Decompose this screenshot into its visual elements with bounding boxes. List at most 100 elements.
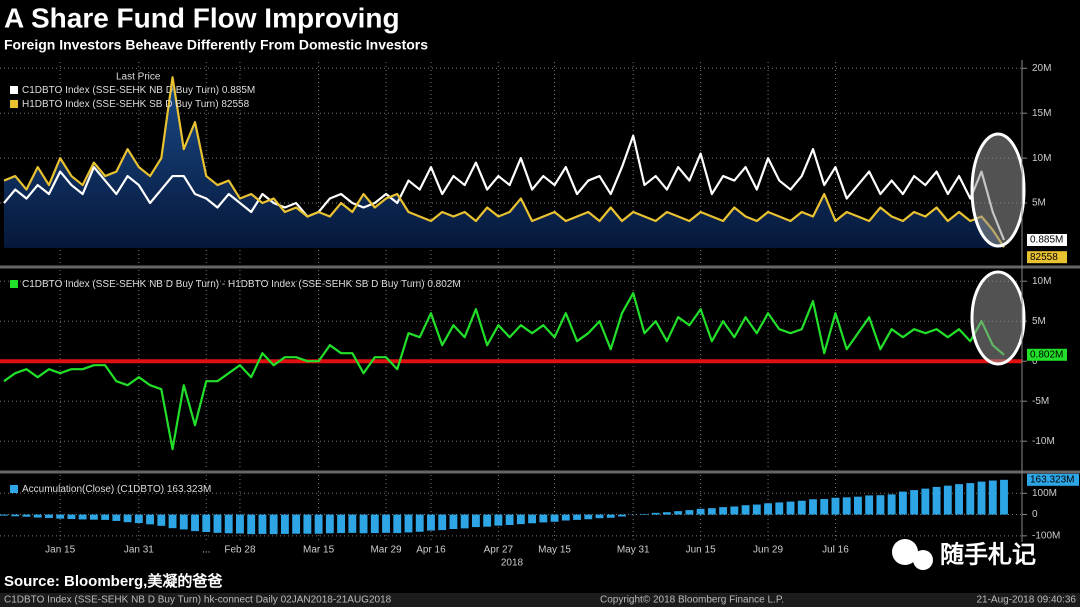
legend-name: H1DBTO Index (SSE-SEHK SB D Buy Turn) xyxy=(22,99,219,110)
x-tick-label: Jul 16 xyxy=(822,545,849,556)
last-value-label: 82558 xyxy=(1030,252,1058,263)
y-tick-label: 100M xyxy=(1032,488,1057,499)
legend-swatch xyxy=(10,280,18,288)
bar xyxy=(955,484,963,515)
bar xyxy=(910,490,919,515)
bar xyxy=(415,514,424,532)
bar xyxy=(595,514,604,519)
bar xyxy=(123,514,132,523)
bar xyxy=(460,514,469,529)
highlight-ellipse xyxy=(970,270,1026,366)
y-tick-label: 0 xyxy=(1032,509,1038,520)
bar xyxy=(584,514,593,520)
y-tick-label: 10M xyxy=(1032,153,1051,164)
bar xyxy=(359,514,368,534)
legend-entry: H1DBTO Index (SSE-SEHK SB D Buy Turn) 82… xyxy=(22,99,250,110)
bar xyxy=(966,483,975,515)
x-tick-label: ... xyxy=(202,545,210,556)
footer-center: Copyright© 2018 Bloomberg Finance L.P. xyxy=(600,595,784,606)
bar xyxy=(786,501,795,515)
last-value-tag xyxy=(1027,251,1067,264)
bar xyxy=(314,514,323,534)
bar xyxy=(134,514,143,524)
footer-left: C1DBTO Index (SSE-SEHK NB D Buy Turn) hk… xyxy=(4,595,392,606)
bar xyxy=(820,499,829,515)
bar xyxy=(887,494,896,515)
x-tick-label: Mar 15 xyxy=(303,545,335,556)
last-value-label: 0.802M xyxy=(1030,349,1063,360)
bar xyxy=(224,514,233,534)
x-tick-label: Jan 31 xyxy=(124,545,154,556)
plots: 5M 10M 15M 20M C1DBTO Index (SSE-SEHK NB D B… xyxy=(0,62,1079,569)
bar xyxy=(112,514,121,521)
bar xyxy=(674,511,683,515)
bar xyxy=(179,514,188,530)
bar xyxy=(809,499,817,515)
title: A Share Fund Flow Improving xyxy=(4,2,400,33)
last-value-tag xyxy=(1027,233,1067,246)
bar xyxy=(101,514,110,520)
bar xyxy=(764,503,772,515)
bar xyxy=(292,514,301,534)
watermark: 随手札记 xyxy=(892,539,1036,570)
bar xyxy=(89,514,98,520)
legend-name: C1DBTO Index (SSE-SEHK NB D Buy Turn) xyxy=(22,85,219,96)
bar xyxy=(741,505,750,515)
bar xyxy=(1000,479,1008,515)
bar xyxy=(854,496,862,515)
watermark-text: 随手札记 xyxy=(940,540,1036,568)
x-tick-label: Jun 15 xyxy=(686,545,716,556)
bar xyxy=(404,514,413,533)
bar xyxy=(202,514,211,533)
y-tick-label: 15M xyxy=(1032,108,1051,119)
subtitle: Foreign Investors Beheave Differently Fr… xyxy=(4,37,428,53)
bar xyxy=(157,514,166,526)
bar xyxy=(932,486,941,515)
bar xyxy=(865,495,874,515)
x-tick-label: Mar 29 xyxy=(370,545,402,556)
bar xyxy=(348,514,357,533)
footer-right: 21-Aug-2018 09:40:36 xyxy=(976,595,1076,606)
x-tick-label: Apr 16 xyxy=(416,545,446,556)
bar xyxy=(651,512,660,515)
y-tick-label: -100M xyxy=(1032,530,1060,541)
bar xyxy=(325,514,334,534)
x-tick-label: Jan 15 xyxy=(45,545,75,556)
watermark-icon xyxy=(892,539,918,565)
bar xyxy=(11,514,20,517)
y-tick-label: 10M xyxy=(1032,276,1051,287)
bar xyxy=(988,480,997,515)
bar xyxy=(427,514,435,531)
line xyxy=(3,292,1005,451)
bar xyxy=(56,514,65,519)
legend-entry: C1DBTO Index (SSE-SEHK NB D Buy Turn) 0.… xyxy=(22,85,255,96)
bar xyxy=(618,514,626,517)
legend-entry: Accumulation(Close) (C1DBTO) 163.323M xyxy=(22,484,211,495)
bar xyxy=(280,514,289,534)
bar xyxy=(516,514,525,525)
bar xyxy=(719,507,728,515)
bar xyxy=(483,514,492,527)
bar xyxy=(898,491,907,515)
legend-swatch xyxy=(10,100,18,108)
bar xyxy=(393,514,402,534)
bar xyxy=(269,514,278,535)
bar xyxy=(146,514,154,525)
x-tick-label: Feb 28 xyxy=(224,545,256,556)
bar xyxy=(191,514,199,532)
y-tick-label: 0 xyxy=(1032,356,1038,367)
watermark-icon xyxy=(913,550,933,570)
bar xyxy=(640,513,649,515)
bar xyxy=(977,481,986,515)
legend-last-value: 163.323M xyxy=(167,484,211,495)
bar xyxy=(831,497,840,515)
y-tick-label: -10M xyxy=(1032,436,1055,447)
legend-name: Accumulation(Close) (C1DBTO) xyxy=(22,484,164,495)
bar xyxy=(494,514,503,526)
bar xyxy=(303,514,312,534)
legend-name: C1DBTO Index (SSE-SEHK NB D Buy Turn) - … xyxy=(22,279,425,290)
bar xyxy=(606,514,615,518)
bar xyxy=(33,514,42,518)
bar xyxy=(247,514,256,535)
